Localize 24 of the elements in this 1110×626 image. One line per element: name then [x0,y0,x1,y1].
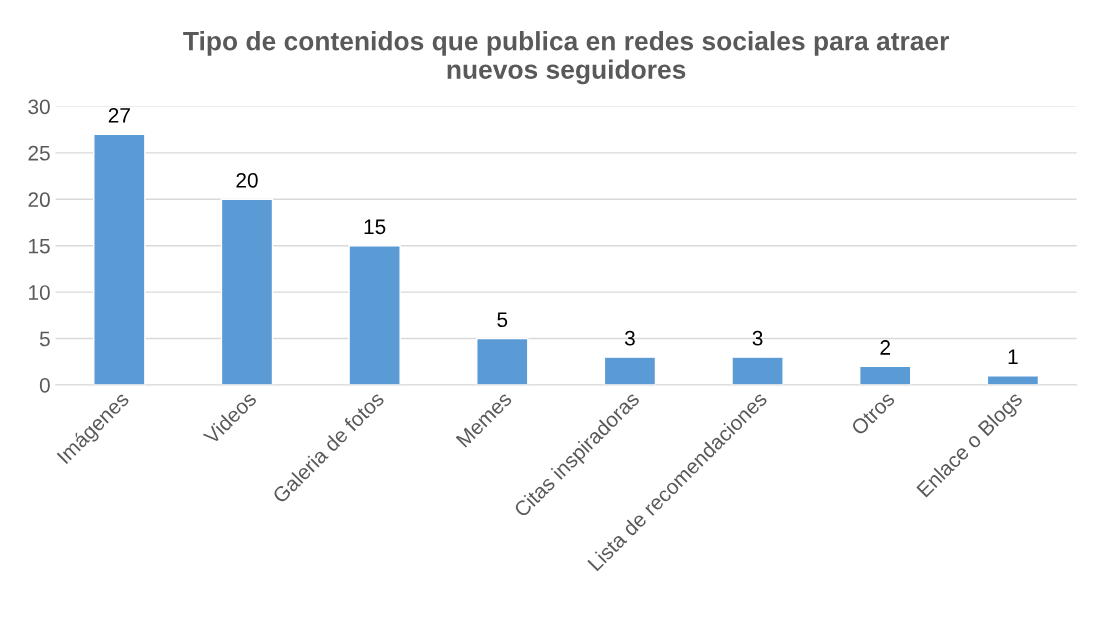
y-tick-label: 30 [28,99,50,115]
bar [476,337,529,385]
data-label: 2 [880,340,890,355]
y-tick-label: 15 [29,238,50,254]
bar [858,365,912,385]
bar [348,245,401,385]
data-label: 3 [624,330,635,346]
chart-title: Tipo de contenidos que publica en redes sociales para atraer nuevos seguidores [183,31,949,85]
bar [603,356,657,385]
data-label: 20 [236,172,258,188]
bar [220,198,274,385]
y-tick-label: 20 [28,192,50,208]
data-label: 3 [752,330,763,346]
data-label: 15 [364,219,386,235]
bar [731,356,784,385]
y-tick-label: 25 [28,145,50,161]
data-label: 1 [1008,349,1018,364]
y-tick-label: 10 [29,285,50,300]
y-tick-label: 0 [39,377,50,393]
bar [93,133,146,385]
data-label: 27 [108,107,130,123]
y-tick-label: 5 [39,331,50,347]
bar [986,375,1040,385]
data-label: 5 [497,312,508,328]
